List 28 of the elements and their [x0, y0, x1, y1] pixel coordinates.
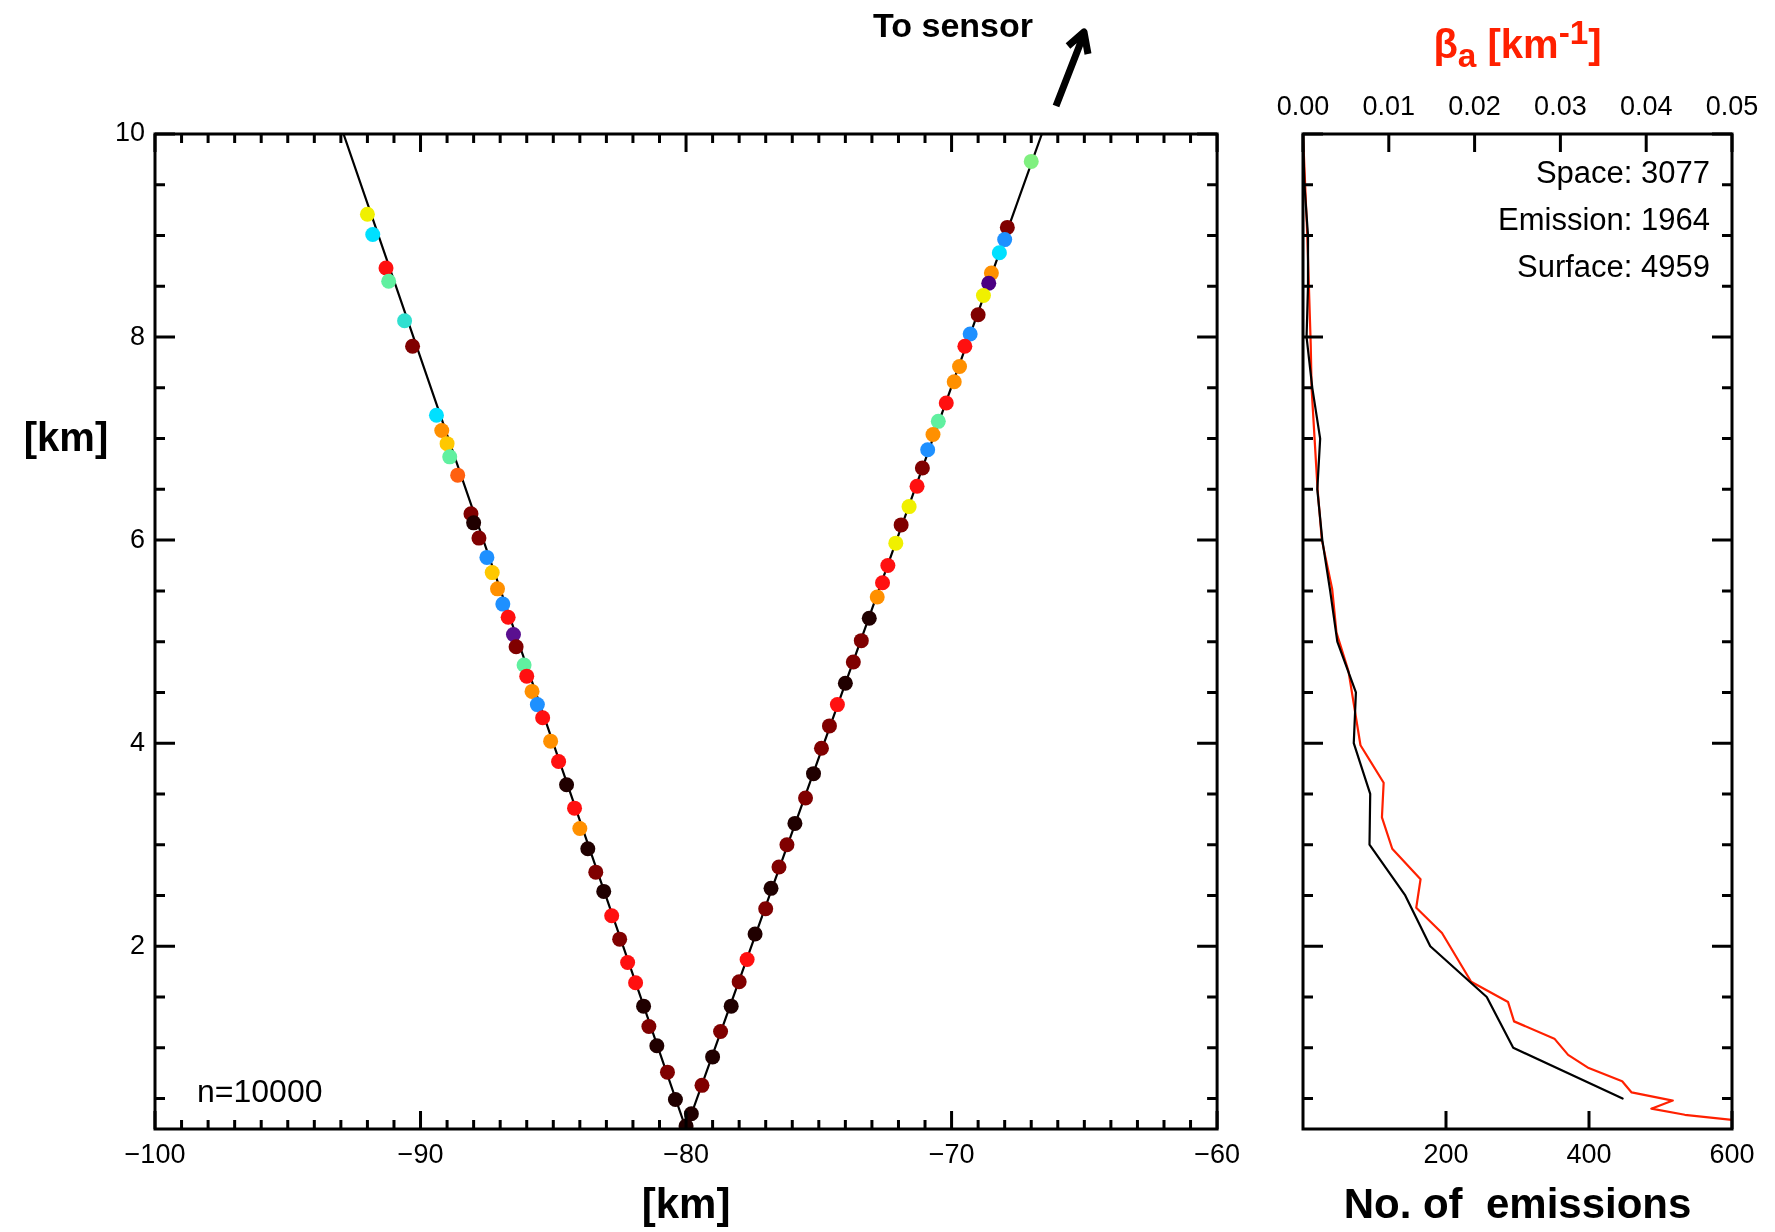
- x2-tick-label: 0.01: [1362, 91, 1416, 122]
- x-tick-label: 600: [1709, 1138, 1755, 1169]
- x-tick-label: 200: [1423, 1138, 1469, 1169]
- x2-tick-label: 0.04: [1619, 91, 1673, 122]
- annotation: n=10000: [197, 1072, 323, 1109]
- x-axis-title: No. of emissions: [1343, 1180, 1692, 1228]
- x-tick-label: −100: [124, 1138, 186, 1169]
- x-axis-title: [km]: [641, 1180, 731, 1228]
- x-tick-label: 400: [1566, 1138, 1612, 1169]
- y-tick-label: 10: [114, 117, 145, 148]
- x2-axis-title: β$_{a}$ [km$^{-1}$]: [1433, 14, 1602, 76]
- text: To sensor: [873, 6, 1033, 45]
- annotation: Space: 3077: [1535, 154, 1710, 190]
- y-tick-label: 8: [129, 320, 145, 351]
- x2-tick-label: 0.02: [1448, 91, 1501, 122]
- x-tick-label: −60: [1194, 1138, 1241, 1169]
- y-axis-title: [km]: [23, 415, 109, 460]
- y-tick-label: 6: [129, 523, 145, 554]
- x2-tick-label: 0.00: [1276, 91, 1330, 122]
- y-tick-label: 2: [129, 929, 145, 960]
- x-tick-label: −80: [663, 1138, 709, 1169]
- annotation: Surface: 4959: [1516, 248, 1710, 284]
- annotation: Emission: 1964: [1498, 201, 1710, 237]
- x-tick-label: −90: [397, 1138, 444, 1169]
- y-tick-label: 4: [129, 726, 145, 757]
- x2-tick-label: 0.05: [1705, 91, 1759, 122]
- x2-tick-label: 0.03: [1534, 91, 1587, 122]
- x-tick-label: −70: [928, 1138, 975, 1169]
